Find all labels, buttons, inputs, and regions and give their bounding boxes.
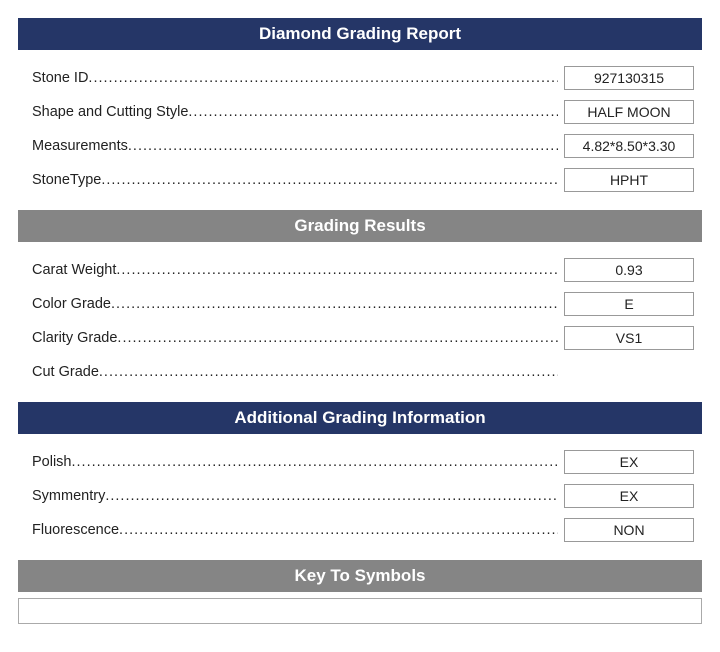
- row-color-grade: Color Grade E: [18, 292, 702, 316]
- label-polish: Polish: [18, 454, 558, 470]
- label-stone-id: Stone ID: [18, 70, 558, 86]
- label-fluorescence: Fluorescence: [18, 522, 558, 538]
- label-color-grade: Color Grade: [18, 296, 558, 312]
- label-shape: Shape and Cutting Style: [18, 104, 558, 120]
- section-main-header: Diamond Grading Report: [18, 18, 702, 50]
- row-symmetry: Symmentry EX: [18, 484, 702, 508]
- value-stone-id: 927130315: [564, 66, 694, 90]
- section-grading-rows: Carat Weight 0.93 Color Grade E Clarity …: [18, 242, 702, 392]
- label-carat-weight: Carat Weight: [18, 262, 558, 278]
- label-clarity-grade: Clarity Grade: [18, 330, 558, 346]
- label-cut-grade: Cut Grade: [18, 364, 558, 380]
- value-fluorescence: NON: [564, 518, 694, 542]
- value-color-grade: E: [564, 292, 694, 316]
- section-main: Diamond Grading Report Stone ID 92713031…: [18, 18, 702, 200]
- value-stone-type: HPHT: [564, 168, 694, 192]
- section-additional-header: Additional Grading Information: [18, 402, 702, 434]
- row-fluorescence: Fluorescence NON: [18, 518, 702, 542]
- value-cut-grade: [564, 360, 694, 384]
- label-measurements: Measurements: [18, 138, 558, 154]
- row-clarity-grade: Clarity Grade VS1: [18, 326, 702, 350]
- value-shape: HALF MOON: [564, 100, 694, 124]
- row-stone-type: StoneType HPHT: [18, 168, 702, 192]
- row-stone-id: Stone ID 927130315: [18, 66, 702, 90]
- row-carat-weight: Carat Weight 0.93: [18, 258, 702, 282]
- symbols-box: [18, 598, 702, 624]
- section-symbols: Key To Symbols: [18, 560, 702, 624]
- value-measurements: 4.82*8.50*3.30: [564, 134, 694, 158]
- section-symbols-header: Key To Symbols: [18, 560, 702, 592]
- label-symmetry: Symmentry: [18, 488, 558, 504]
- row-polish: Polish EX: [18, 450, 702, 474]
- label-stone-type: StoneType: [18, 172, 558, 188]
- row-shape: Shape and Cutting Style HALF MOON: [18, 100, 702, 124]
- value-symmetry: EX: [564, 484, 694, 508]
- row-measurements: Measurements 4.82*8.50*3.30: [18, 134, 702, 158]
- section-additional-rows: Polish EX Symmentry EX Fluorescence NON: [18, 434, 702, 550]
- value-clarity-grade: VS1: [564, 326, 694, 350]
- row-cut-grade: Cut Grade: [18, 360, 702, 384]
- section-main-rows: Stone ID 927130315 Shape and Cutting Sty…: [18, 50, 702, 200]
- value-carat-weight: 0.93: [564, 258, 694, 282]
- value-polish: EX: [564, 450, 694, 474]
- symbols-row: [18, 598, 702, 624]
- section-grading-header: Grading Results: [18, 210, 702, 242]
- section-additional: Additional Grading Information Polish EX…: [18, 402, 702, 550]
- section-grading: Grading Results Carat Weight 0.93 Color …: [18, 210, 702, 392]
